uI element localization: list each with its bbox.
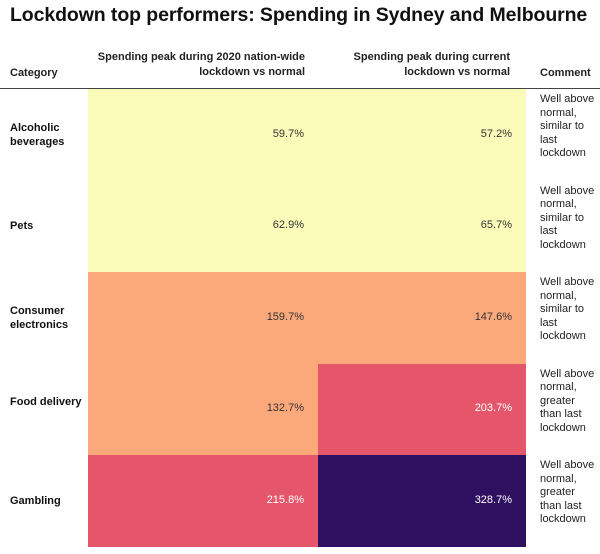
cell-2020-2 bbox=[88, 272, 318, 364]
row-label-category: Alcoholic beverages bbox=[10, 121, 65, 148]
header-category: Category bbox=[10, 67, 58, 79]
cell-2020-0 bbox=[88, 89, 318, 181]
value-current: 57.2% bbox=[480, 127, 512, 140]
row-label-category: Food delivery bbox=[10, 396, 82, 409]
value-2020: 59.7% bbox=[272, 127, 304, 140]
value-current: 328.7% bbox=[474, 493, 512, 506]
value-current: 147.6% bbox=[474, 310, 512, 323]
value-2020: 62.9% bbox=[272, 219, 304, 232]
header-current-lockdown: Spending peak during current lockdown vs… bbox=[353, 51, 510, 78]
header-2020-lockdown: Spending peak during 2020 nation-wide lo… bbox=[97, 51, 305, 78]
chart-title: Lockdown top performers: Spending in Syd… bbox=[10, 4, 588, 26]
cell-2020-4 bbox=[88, 455, 318, 547]
row-comment: Well above normal, greater than last loc… bbox=[540, 367, 595, 434]
cell-2020-1 bbox=[88, 180, 318, 272]
value-2020: 215.8% bbox=[266, 493, 304, 506]
row-comment: Well above normal, greater than last loc… bbox=[540, 459, 595, 525]
cell-2020-3 bbox=[88, 363, 318, 455]
header-divider bbox=[0, 88, 600, 89]
header-comment: Comment bbox=[540, 67, 591, 79]
row-comment: Well above normal, similar to last lockd… bbox=[540, 93, 595, 159]
cell-current-1 bbox=[318, 180, 526, 272]
cell-current-2 bbox=[318, 272, 526, 364]
cell-current-3 bbox=[318, 363, 526, 455]
value-2020: 159.7% bbox=[266, 310, 304, 323]
value-2020: 132.7% bbox=[266, 402, 304, 415]
row-label-category: Pets bbox=[10, 220, 34, 233]
row-comment: Well above normal, similar to last lockd… bbox=[540, 184, 595, 251]
cell-current-0 bbox=[318, 89, 526, 181]
row-comment: Well above normal, similar to last lockd… bbox=[540, 276, 595, 342]
value-current: 203.7% bbox=[474, 402, 512, 415]
cell-current-4 bbox=[318, 455, 526, 547]
row-label-category: Consumer electronics bbox=[10, 304, 69, 331]
value-current: 65.7% bbox=[480, 219, 512, 232]
row-label-category: Gambling bbox=[10, 494, 61, 507]
